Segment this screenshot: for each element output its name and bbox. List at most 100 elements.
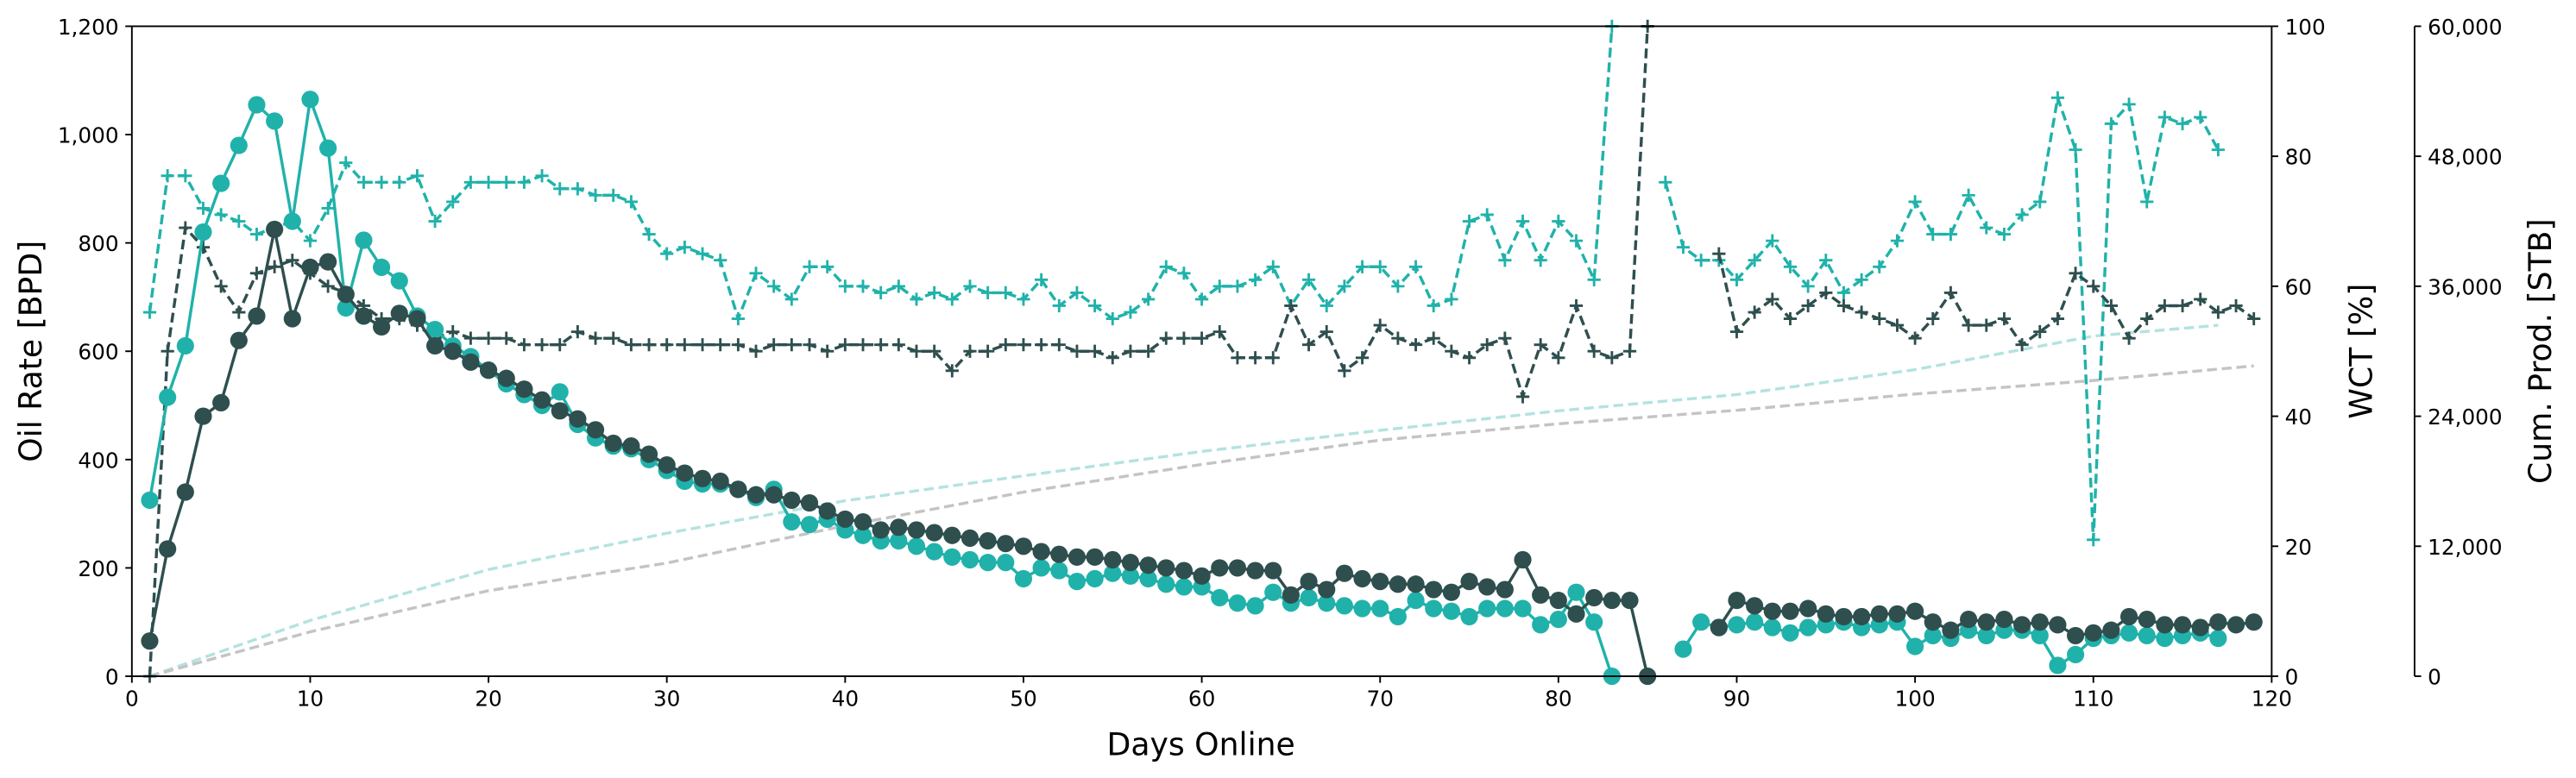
data-point (696, 247, 709, 260)
data-point (997, 535, 1015, 553)
data-point (677, 338, 691, 352)
y3-tick-label: 0 (2428, 665, 2441, 690)
data-point (1890, 234, 1905, 248)
data-point (303, 234, 318, 248)
data-point (1873, 260, 1886, 273)
y3-tick-label: 48,000 (2428, 145, 2503, 170)
data-point (749, 344, 763, 358)
data-point (925, 524, 943, 542)
data-point (1888, 605, 1906, 623)
data-point (1032, 559, 1050, 577)
data-point (1926, 311, 1940, 326)
data-point (463, 331, 478, 345)
data-point (212, 393, 230, 411)
data-point (1659, 175, 1672, 189)
data-point (1088, 344, 1102, 358)
data-point (731, 311, 745, 326)
data-point (214, 208, 228, 222)
data-point (1427, 298, 1440, 313)
data-point (1391, 331, 1405, 345)
data-point (1781, 624, 1799, 642)
data-point (321, 279, 335, 293)
data-point (1389, 575, 1407, 593)
data-point (1480, 338, 1494, 352)
data-point (1319, 298, 1333, 313)
data-point (943, 526, 961, 544)
data-point (337, 285, 355, 304)
data-point (979, 531, 997, 550)
data-point (622, 437, 640, 455)
data-point (1228, 559, 1247, 577)
data-point (2140, 311, 2154, 326)
data-point (1585, 588, 1603, 607)
data-point (373, 317, 391, 336)
y-tick-label: 200 (78, 556, 118, 581)
data-point (765, 486, 783, 504)
data-point (532, 391, 551, 409)
data-point (410, 169, 425, 183)
data-point (2194, 292, 2208, 306)
data-point (714, 254, 727, 267)
data-point (1746, 613, 1764, 631)
data-point (1587, 273, 1601, 286)
data-point (1515, 214, 1530, 229)
data-point (1070, 344, 1084, 358)
y2-tick-label: 20 (2285, 535, 2312, 560)
data-point (800, 516, 819, 534)
y2-tick-label: 0 (2285, 665, 2299, 690)
data-point (551, 402, 569, 420)
data-point (1498, 254, 1512, 267)
y2-tick-label: 100 (2285, 15, 2326, 40)
data-point (2087, 279, 2100, 293)
data-point (268, 260, 281, 273)
data-point (497, 369, 515, 387)
y-tick-label: 800 (78, 231, 118, 256)
data-point (515, 380, 533, 398)
x-tick-label: 80 (1545, 686, 1571, 711)
data-point (1997, 311, 2012, 326)
data-point (1962, 318, 1975, 332)
y-tick-label: 600 (78, 340, 118, 365)
data-point (783, 512, 801, 531)
data-point (749, 267, 763, 280)
data-point (1442, 583, 1460, 601)
data-point (800, 493, 819, 512)
data-point (390, 272, 408, 290)
data-point (1514, 550, 1532, 569)
data-point (426, 321, 444, 339)
data-point (1088, 298, 1102, 313)
data-point (1104, 550, 1122, 569)
x-tick-label: 100 (1895, 686, 1936, 711)
data-point (1997, 227, 2012, 242)
data-point (1712, 247, 1726, 260)
data-point (729, 480, 747, 499)
data-point (1943, 227, 1958, 242)
data-point (1194, 331, 1209, 345)
data-point (658, 456, 676, 474)
data-point (746, 486, 765, 504)
data-point (1193, 567, 1211, 585)
data-point (1035, 338, 1049, 352)
data-point (1908, 195, 1922, 209)
data-point (907, 521, 926, 539)
data-point (355, 231, 373, 249)
data-point (375, 175, 388, 189)
data-point (1139, 569, 1157, 588)
data-point (2122, 331, 2136, 345)
data-point (232, 305, 246, 319)
data-point (517, 338, 532, 352)
data-point (607, 331, 620, 345)
data-point (2087, 533, 2100, 547)
data-point (1408, 338, 1423, 352)
data-point (589, 331, 602, 345)
data-point (1746, 597, 1764, 615)
data-point (517, 175, 532, 189)
data-point (1694, 254, 1708, 267)
data-point (1246, 597, 1264, 615)
data-point (1908, 331, 1922, 345)
data-point (1442, 602, 1460, 620)
data-point (2015, 208, 2029, 222)
data-point (2229, 298, 2243, 313)
data-point (1194, 292, 1209, 306)
data-point (176, 483, 194, 501)
